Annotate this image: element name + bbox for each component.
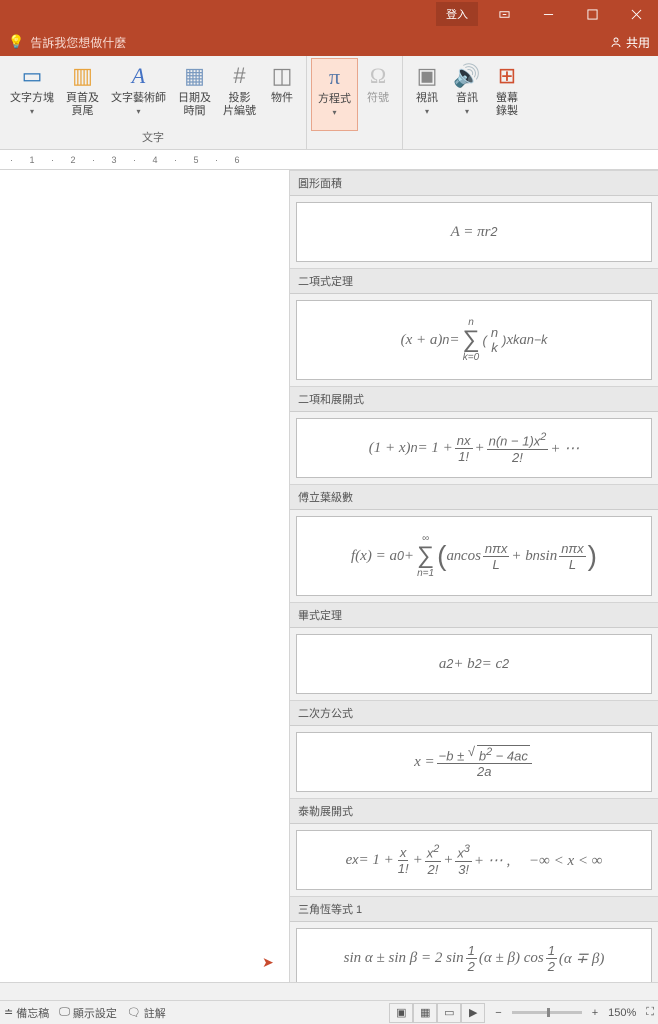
group-label-text: 文字 [142, 127, 164, 149]
video-button[interactable]: ▣視訊▾ [407, 58, 447, 131]
audio-button[interactable]: 🔊音訊▾ [447, 58, 487, 131]
eq-fourier[interactable]: f(x) = a0 + ∞∑n=1 (an cosnπxL + bn sinnπ… [296, 516, 652, 596]
notes-button[interactable]: ≐ 備忘稿 [4, 1005, 49, 1021]
eq-header-trig: 三角恆等式 1 [290, 896, 658, 922]
slidenum-button[interactable]: #投影 片編號 [217, 58, 262, 127]
login-button[interactable]: 登入 [436, 2, 478, 26]
eq-header-binomial: 二項式定理 [290, 268, 658, 294]
zoom-slider[interactable] [512, 1011, 582, 1014]
ribbon-group-symbols: π方程式▾ Ω符號 [307, 56, 403, 149]
zoom-out-icon[interactable]: − [495, 1007, 501, 1019]
pointer-arrow-icon: ➤ [262, 954, 274, 971]
wordart-button[interactable]: A文字藝術師▾ [105, 58, 172, 127]
equation-button[interactable]: π方程式▾ [311, 58, 358, 131]
tellme-input[interactable]: 告訴我您想做什麼 [30, 34, 126, 51]
horizontal-scrollbar[interactable] [0, 982, 658, 1000]
screenrec-button[interactable]: ⊞螢幕 錄製 [487, 58, 527, 131]
eq-circle-area[interactable]: A = πr2 [296, 202, 652, 262]
eq-binomial-expansion[interactable]: (1 + x)n = 1 + nx1! + n(n − 1)x22! + ⋯ [296, 418, 652, 478]
zoom-in-icon[interactable]: + [592, 1007, 598, 1019]
eq-header-pythag: 畢式定理 [290, 602, 658, 628]
reading-view-icon[interactable]: ▭ [437, 1003, 461, 1023]
header-footer-button[interactable]: ▥頁首及 頁尾 [60, 58, 105, 127]
eq-header-quadratic: 二次方公式 [290, 700, 658, 726]
ribbon: ▭文字方塊▾ ▥頁首及 頁尾 A文字藝術師▾ ▦日期及 時間 #投影 片編號 ◫… [0, 56, 658, 150]
slideshow-view-icon[interactable]: ▶ [461, 1003, 485, 1023]
ribbon-options-icon[interactable] [482, 0, 526, 28]
titlebar: 登入 [0, 0, 658, 28]
object-button[interactable]: ◫物件 [262, 58, 302, 127]
ruler: · 1 · 2 · 3 · 4 · 5 · 6 [0, 150, 658, 170]
textbox-button[interactable]: ▭文字方塊▾ [4, 58, 60, 127]
minimize-icon[interactable] [526, 0, 570, 28]
maximize-icon[interactable] [570, 0, 614, 28]
eq-header-taylor: 泰勒展開式 [290, 798, 658, 824]
eq-header-fourier: 傅立葉級數 [290, 484, 658, 510]
tellme-bar: 💡 告訴我您想做什麼 共用 [0, 28, 658, 56]
bulb-icon: 💡 [8, 34, 24, 50]
eq-trig-identity[interactable]: sin α ± sin β = 2 sin12(α ± β) cos12(α ∓… [296, 928, 652, 988]
eq-header-circle: 圓形面積 [290, 170, 658, 196]
datetime-button[interactable]: ▦日期及 時間 [172, 58, 217, 127]
slide-canvas[interactable] [0, 170, 290, 1006]
comments-button[interactable]: 🗨 註解 [127, 1005, 166, 1021]
ribbon-group-media: ▣視訊▾ 🔊音訊▾ ⊞螢幕 錄製 [403, 56, 531, 149]
statusbar: ≐ 備忘稿 🖵 顯示設定 🗨 註解 ▣ ▦ ▭ ▶ − + 150% ⛶ [0, 1000, 658, 1024]
eq-pythagoras[interactable]: a2 + b2 = c2 [296, 634, 652, 694]
symbol-button[interactable]: Ω符號 [358, 58, 398, 131]
display-settings-button[interactable]: 🖵 顯示設定 [59, 1005, 117, 1021]
share-label: 共用 [626, 34, 650, 51]
equation-gallery: 圓形面積 A = πr2 二項式定理 (x + a)n = n∑k=0 ( nk… [290, 170, 658, 1006]
sorter-view-icon[interactable]: ▦ [413, 1003, 437, 1023]
zoom-level[interactable]: 150% [608, 1007, 636, 1019]
eq-taylor[interactable]: ex = 1 + x1! + x22! + x33! + ⋯ , −∞ < x … [296, 830, 652, 890]
eq-header-binexp: 二項和展開式 [290, 386, 658, 412]
eq-binomial-theorem[interactable]: (x + a)n = n∑k=0 ( nk ) xkan−k [296, 300, 652, 380]
normal-view-icon[interactable]: ▣ [389, 1003, 413, 1023]
eq-quadratic[interactable]: x = −b ± b2 − 4ac2a [296, 732, 652, 792]
close-icon[interactable] [614, 0, 658, 28]
ribbon-group-text: ▭文字方塊▾ ▥頁首及 頁尾 A文字藝術師▾ ▦日期及 時間 #投影 片編號 ◫… [0, 56, 307, 149]
share-button[interactable]: 共用 [610, 34, 650, 51]
fit-window-icon[interactable]: ⛶ [646, 1006, 654, 1019]
